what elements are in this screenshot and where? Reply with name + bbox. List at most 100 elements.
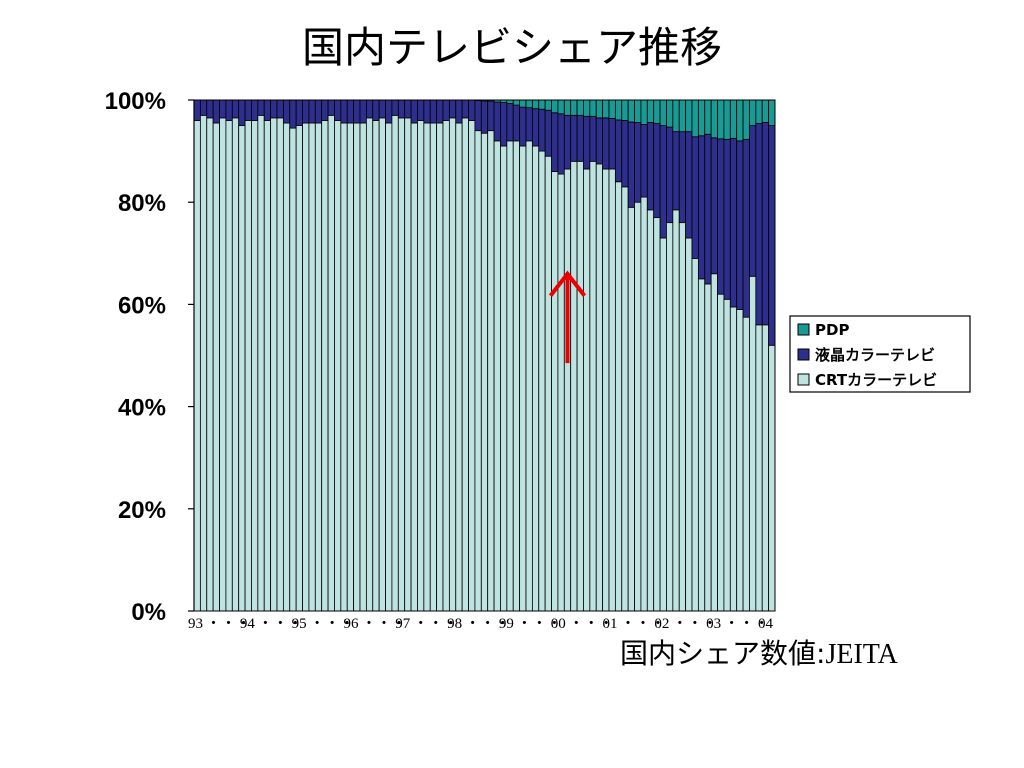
bar-segment-crt-35 [417, 120, 425, 612]
bar-segment-lcd-39 [442, 99, 450, 121]
bar-segment-pdp-60 [576, 99, 584, 116]
bar-segment-lcd-70 [640, 124, 648, 198]
bar-segment-crt-79 [697, 278, 706, 612]
bar-segment-crt-84 [729, 306, 738, 612]
x-tick-separator: ・・・ [206, 616, 251, 632]
bar-segment-crt-77 [685, 237, 693, 612]
bar-segment-crt-49 [506, 140, 514, 612]
bar-segment-pdp-75 [672, 99, 680, 133]
bar-segment-crt-71 [646, 209, 655, 612]
arrow-annotation [548, 270, 587, 364]
bar-segment-crt-10 [257, 114, 265, 612]
bar-segment-lcd-14 [282, 99, 291, 124]
bar-segment-lcd-90 [768, 125, 776, 346]
bar-segment-crt-31 [391, 114, 399, 612]
bar-segment-lcd-64 [602, 117, 610, 170]
bar-segment-crt-22 [334, 120, 342, 612]
x-tick-label: 94 [240, 616, 256, 632]
bar-segment-lcd-83 [723, 138, 731, 300]
bar-segment-lcd-20 [321, 99, 329, 121]
bar-segment-lcd-57 [557, 113, 565, 175]
bar-segment-pdp-68 [627, 99, 635, 123]
y-tick-label: 40% [118, 395, 166, 422]
bar-segment-lcd-11 [263, 99, 272, 121]
bar-segment-crt-39 [442, 120, 450, 612]
bar-segment-pdp-63 [595, 99, 604, 119]
bar-segment-crt-0 [193, 120, 201, 612]
bar-segment-pdp-86 [742, 99, 750, 140]
bar-segment-crt-86 [742, 316, 750, 612]
bar-segment-crt-52 [525, 140, 533, 612]
bar-segment-crt-34 [410, 122, 418, 612]
bar-segment-lcd-60 [576, 114, 584, 162]
bar-segment-lcd-82 [717, 138, 725, 295]
bar-segment-crt-81 [710, 273, 718, 612]
x-tick-separator: ・・・ [569, 616, 614, 632]
bar-segment-lcd-65 [608, 118, 616, 170]
bar-segment-crt-45 [480, 132, 489, 612]
bar-segment-crt-27 [365, 117, 374, 612]
bar-segment-lcd-38 [436, 99, 444, 124]
x-tick-separator: ・・・ [621, 616, 666, 632]
bar-segment-lcd-62 [589, 115, 597, 162]
x-tick-separator: ・・・ [361, 616, 406, 632]
bar-segment-lcd-6 [231, 99, 240, 119]
bar-segment-crt-57 [557, 173, 565, 612]
bar-segment-crt-33 [404, 117, 412, 612]
x-tick-separator: ・・・ [413, 616, 458, 632]
bar-segment-lcd-77 [685, 131, 693, 239]
bar-segment-lcd-4 [219, 99, 227, 119]
bar-segment-pdp-80 [704, 99, 712, 135]
bar-segment-crt-21 [327, 114, 335, 612]
bar-segment-lcd-8 [244, 99, 252, 121]
bar-segment-crt-47 [493, 140, 501, 612]
bar-segment-lcd-74 [666, 126, 674, 224]
bar-segment-lcd-71 [646, 122, 655, 211]
slide-title: 国内テレビシェア推移 [301, 23, 722, 72]
bar-segment-lcd-24 [346, 99, 355, 124]
bar-segment-pdp-77 [685, 99, 693, 133]
bar-segment-lcd-56 [551, 112, 559, 172]
bar-segment-lcd-34 [410, 99, 418, 124]
bar-segment-lcd-41 [455, 99, 463, 124]
bar-segment-lcd-23 [340, 99, 348, 124]
bar-segment-crt-60 [576, 160, 584, 612]
x-tick-separator: ・・・ [258, 616, 303, 632]
bar-segment-lcd-28 [372, 99, 380, 121]
bar-segment-pdp-79 [697, 99, 706, 137]
bar-segment-crt-9 [251, 120, 259, 612]
bar-segment-crt-14 [282, 122, 291, 612]
bar-segment-pdp-71 [646, 99, 655, 123]
bar-segment-lcd-31 [391, 99, 399, 116]
bar-segment-lcd-44 [474, 100, 482, 132]
bar-segment-crt-41 [455, 122, 463, 612]
bar-segment-pdp-66 [614, 99, 623, 121]
bar-segment-pdp-90 [768, 99, 776, 126]
bar-segment-pdp-72 [653, 99, 661, 124]
bar-segment-crt-28 [372, 120, 380, 612]
bar-segment-lcd-21 [327, 99, 335, 116]
bar-segment-lcd-25 [353, 99, 361, 124]
bar-segment-pdp-83 [723, 99, 731, 140]
bar-segment-crt-40 [448, 117, 457, 612]
bar-segment-pdp-55 [544, 99, 552, 111]
bar-segment-crt-17 [302, 122, 310, 612]
bar-segment-lcd-9 [251, 99, 259, 121]
bar-segment-crt-66 [614, 181, 623, 612]
x-tick-separator: ・・・ [517, 616, 562, 632]
bar-segment-lcd-51 [519, 106, 527, 147]
bar-segment-pdp-51 [519, 99, 527, 108]
bar-segment-lcd-55 [544, 109, 552, 157]
bar-segment-lcd-66 [614, 119, 623, 183]
bar-segment-lcd-84 [729, 137, 738, 308]
bar-segment-crt-73 [659, 237, 667, 612]
bar-segment-pdp-85 [736, 99, 744, 142]
bar-segment-lcd-54 [538, 108, 546, 152]
bar-segment-lcd-87 [749, 125, 757, 277]
bar-segment-crt-85 [736, 309, 744, 612]
bar-segment-crt-89 [761, 324, 770, 612]
bar-segment-crt-70 [640, 196, 648, 612]
bar-segment-lcd-33 [404, 99, 412, 119]
bar-segment-crt-75 [672, 209, 680, 612]
